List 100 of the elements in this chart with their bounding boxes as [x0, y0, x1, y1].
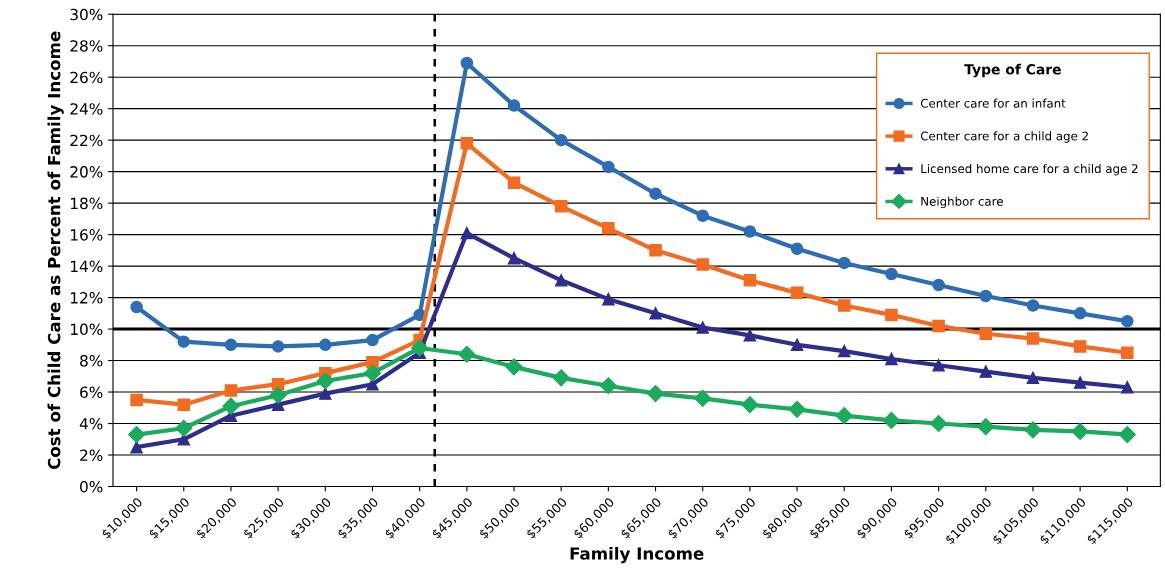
- point: [979, 289, 993, 303]
- y-tick-label: 0%: [80, 480, 103, 493]
- legend-label: Center care for a child age 2: [920, 131, 1088, 143]
- point: [128, 425, 146, 444]
- point: [505, 358, 523, 376]
- y-tick-label: 24%: [70, 103, 103, 115]
- point: [602, 160, 615, 174]
- point: [1073, 340, 1087, 353]
- point: [599, 377, 617, 395]
- point: [646, 385, 665, 403]
- point: [316, 372, 334, 390]
- point: [838, 256, 851, 270]
- point: [130, 393, 143, 407]
- point: [554, 133, 568, 147]
- point: [175, 419, 193, 437]
- point: [694, 389, 712, 407]
- point: [649, 307, 662, 320]
- y-tick-label: 12%: [71, 292, 103, 304]
- point: [649, 244, 662, 257]
- y-tick-label: 20%: [70, 166, 103, 178]
- point: [790, 338, 804, 352]
- point: [507, 176, 521, 189]
- point: [411, 339, 429, 357]
- point: [1026, 299, 1040, 312]
- point: [507, 251, 521, 265]
- y-axis-title: Cost of Child Care as Percent of Family Income: [47, 31, 64, 470]
- point: [554, 200, 568, 213]
- point: [1121, 381, 1134, 394]
- y-tick-label: 4%: [79, 417, 103, 430]
- point: [1026, 332, 1040, 345]
- point: [932, 278, 945, 292]
- point: [649, 187, 662, 200]
- point: [835, 407, 853, 425]
- point: [932, 359, 945, 372]
- y-tick-label: 18%: [71, 197, 103, 210]
- point: [696, 321, 709, 334]
- point: [838, 344, 851, 358]
- point: [552, 369, 570, 387]
- point: [319, 387, 332, 400]
- point: [507, 99, 521, 112]
- point: [366, 333, 379, 347]
- point: [882, 411, 900, 429]
- y-tick-label: 30%: [70, 8, 103, 21]
- point: [177, 398, 191, 411]
- y-tick-label: 2%: [80, 449, 103, 462]
- point: [790, 242, 804, 256]
- point: [1026, 371, 1040, 385]
- point: [788, 400, 806, 418]
- point: [130, 440, 143, 454]
- legend-label: Center care for an infant: [920, 98, 1066, 108]
- point: [1024, 421, 1042, 439]
- point: [602, 222, 615, 235]
- point: [743, 225, 757, 238]
- legend-title: Type of Care: [964, 63, 1061, 78]
- y-tick-label: 8%: [80, 355, 103, 367]
- point: [460, 56, 474, 70]
- point: [979, 327, 993, 341]
- point: [224, 338, 238, 352]
- point: [1073, 376, 1087, 389]
- y-tick-label: 22%: [70, 134, 103, 147]
- x-axis-title: Family Income: [570, 546, 704, 564]
- legend-label: Neighbor care: [921, 196, 1003, 209]
- point: [271, 340, 285, 353]
- point: [977, 418, 995, 436]
- point: [930, 414, 948, 433]
- point: [743, 274, 757, 287]
- point: [838, 299, 851, 312]
- y-tick-label: 6%: [80, 386, 103, 399]
- point: [885, 267, 898, 281]
- point: [363, 364, 382, 382]
- point: [460, 137, 474, 150]
- point: [696, 209, 709, 222]
- point: [224, 384, 238, 397]
- point: [177, 433, 191, 446]
- y-tick-label: 14%: [71, 260, 103, 273]
- point: [885, 308, 898, 322]
- point: [602, 292, 615, 306]
- y-tick-label: 10%: [71, 323, 103, 336]
- point: [1121, 314, 1134, 328]
- point: [979, 365, 993, 378]
- point: [269, 386, 287, 404]
- point: [741, 396, 759, 414]
- point: [1071, 422, 1089, 440]
- point: [458, 345, 476, 363]
- point: [696, 258, 709, 271]
- point: [1073, 307, 1087, 320]
- y-tick-label: 28%: [70, 40, 103, 52]
- legend-label: Licensed home care for a child age 2: [921, 163, 1138, 176]
- point: [790, 286, 804, 300]
- point: [554, 274, 568, 287]
- point: [885, 352, 898, 366]
- point: [743, 329, 757, 342]
- y-tick-label: 16%: [71, 229, 103, 241]
- point: [130, 300, 143, 314]
- point: [319, 338, 332, 352]
- point: [932, 319, 945, 333]
- point: [222, 397, 240, 415]
- point: [460, 226, 474, 240]
- y-tick-label: 26%: [70, 71, 103, 84]
- point: [177, 335, 191, 348]
